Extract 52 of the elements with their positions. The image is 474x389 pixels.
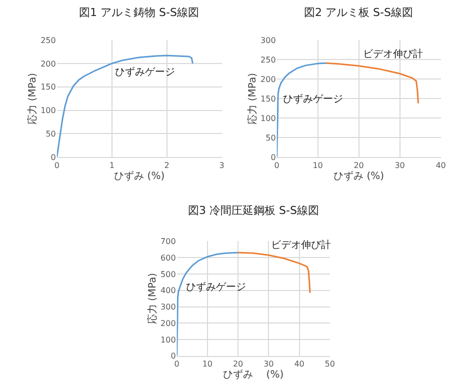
x-tick-label: 3 (219, 160, 224, 170)
chart-title: 図1 アルミ鋳物 S-S線図 (79, 6, 199, 19)
y-tick-label: 250 (260, 55, 276, 64)
y-tick-label: 200 (40, 59, 56, 68)
series-label: ビデオ伸び計 (363, 48, 423, 60)
y-tick-label: 150 (40, 82, 56, 92)
y-tick-label: 100 (40, 106, 56, 116)
x-tick-label: 30 (394, 160, 405, 170)
y-tick-label: 150 (260, 94, 276, 104)
y-tick-label: 50 (266, 133, 276, 142)
y-tick-label: 200 (160, 318, 176, 328)
y-tick-label: 600 (160, 253, 176, 262)
line-series (276, 62, 327, 158)
x-tick-label: 10 (202, 360, 213, 369)
x-tick-label: 30 (264, 360, 274, 369)
y-tick-label: 100 (260, 114, 276, 123)
y-tick-label: 200 (260, 74, 276, 84)
line-series (237, 252, 311, 294)
y-axis-title: 応力 (MPa) (26, 72, 39, 124)
x-tick-label: 40 (436, 160, 446, 170)
y-axis-title: 応力 (MPa) (246, 72, 259, 124)
y-tick-label: 300 (160, 302, 176, 312)
x-axis-title: ひずみ (%) (334, 170, 384, 182)
y-tick-label: 400 (160, 286, 176, 296)
x-tick-label: 40 (294, 360, 304, 369)
y-tick-label: 250 (40, 36, 56, 45)
x-tick-label: 20 (232, 360, 244, 369)
x-tick-label: 10 (312, 160, 323, 170)
x-tick-label: 50 (324, 360, 335, 369)
y-tick-label: 500 (160, 270, 176, 279)
series-label: ひずみゲージ (186, 281, 246, 293)
x-tick-label: 1 (109, 160, 114, 170)
series-label: ビデオ伸び計 (271, 239, 331, 251)
chart-title: 図3 冷間圧延鋼板 S-S線図 (188, 204, 319, 217)
y-tick-label: 0 (170, 352, 176, 361)
y-tick-label: 100 (160, 335, 176, 344)
y-tick-label: 300 (260, 36, 276, 45)
x-axis-title: ひずみ (%) (114, 170, 165, 182)
y-tick-label: 0 (50, 152, 56, 162)
y-tick-label: 50 (46, 130, 56, 139)
x-axis-title: ひずみ (%) (223, 368, 284, 381)
y-tick-label: 700 (160, 236, 176, 246)
chart-title: 図2 アルミ板 S-S線図 (304, 6, 413, 19)
y-tick-label: 0 (270, 152, 276, 162)
x-tick-label: 2 (164, 160, 170, 170)
line-series (56, 54, 194, 158)
series-label: ひずみゲージ (115, 66, 175, 78)
y-axis-title: 応力 (MPa) (146, 272, 159, 324)
series-label: ひずみゲージ (283, 93, 343, 105)
x-tick-label: 20 (354, 160, 364, 170)
line-series (325, 62, 420, 104)
line-series (176, 252, 239, 356)
